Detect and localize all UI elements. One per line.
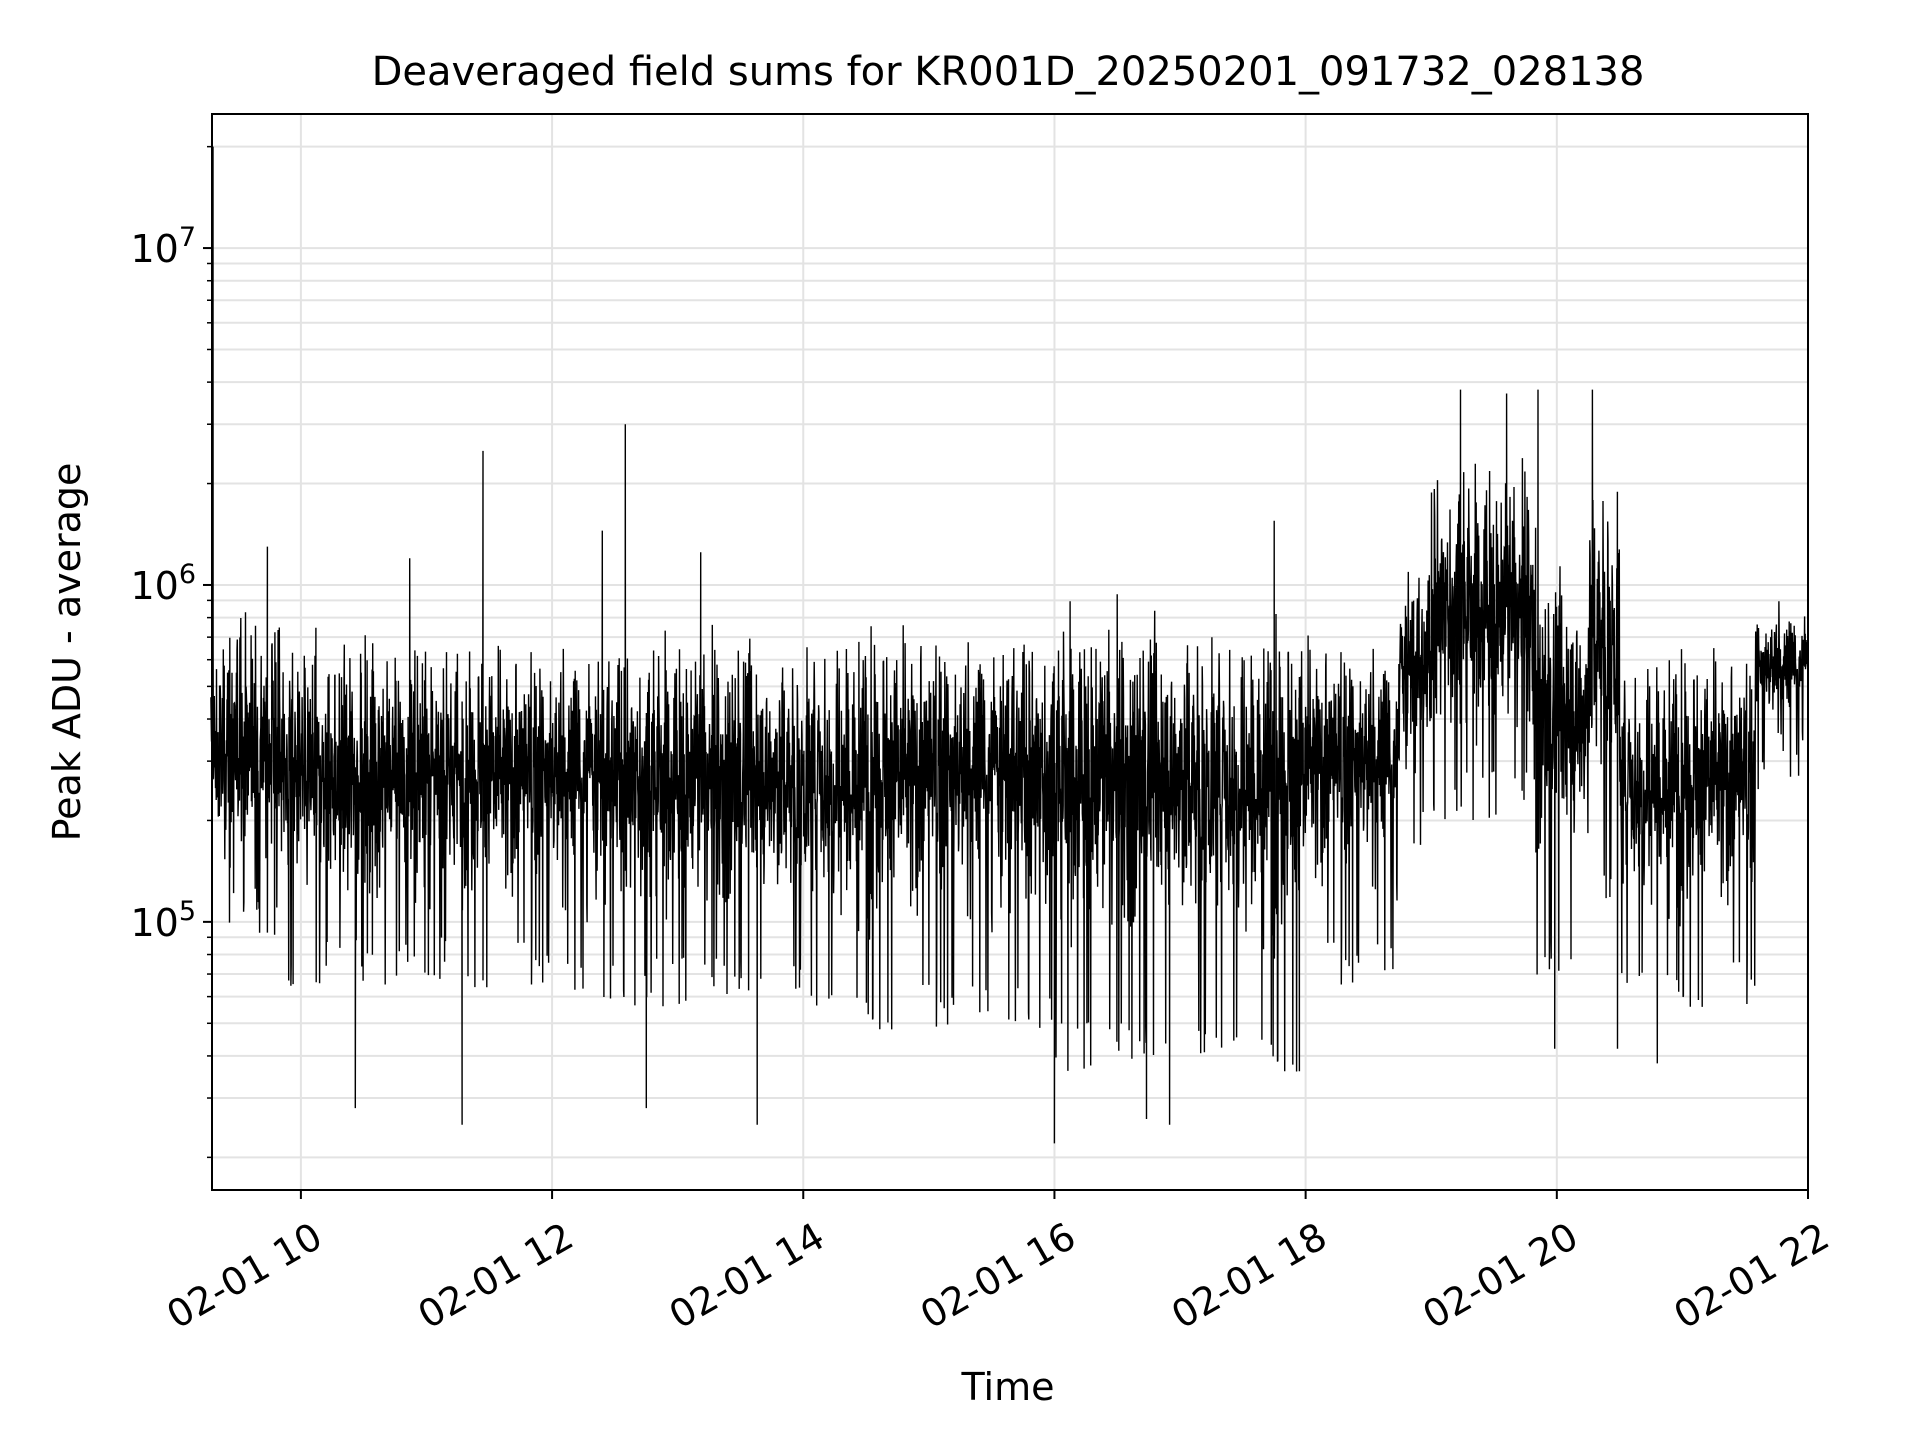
series-line-segment [1578,389,1705,1064]
y-tick-label: 107 [130,222,196,271]
series-line-segment [1703,364,1809,1005]
series-line-segment [706,624,833,1125]
plot-frame [211,113,1809,1191]
x-axis-label: Time [961,1365,1055,1409]
series-line-segment [582,424,708,1109]
series-line-segment [956,601,1083,1144]
y-axis-label: Peak ADU - average [45,463,89,842]
series-line-segment [334,558,460,1109]
series-line-segment [210,146,336,986]
series-trace [210,146,1809,1144]
series-line-segment [1454,389,1581,1049]
series-line-segment [1329,480,1457,985]
series-line-segment [458,450,585,1125]
series-line-segment [1205,520,1332,1072]
y-tick-label: 106 [130,559,196,608]
y-tick-label: 105 [130,896,196,945]
chart-title: Deaveraged field sums for KR001D_2025020… [372,49,1645,95]
series-line-segment [831,625,958,1030]
y-axis-ticks: 105 106 107 [130,145,212,1159]
series-line-segment [1080,594,1207,1125]
